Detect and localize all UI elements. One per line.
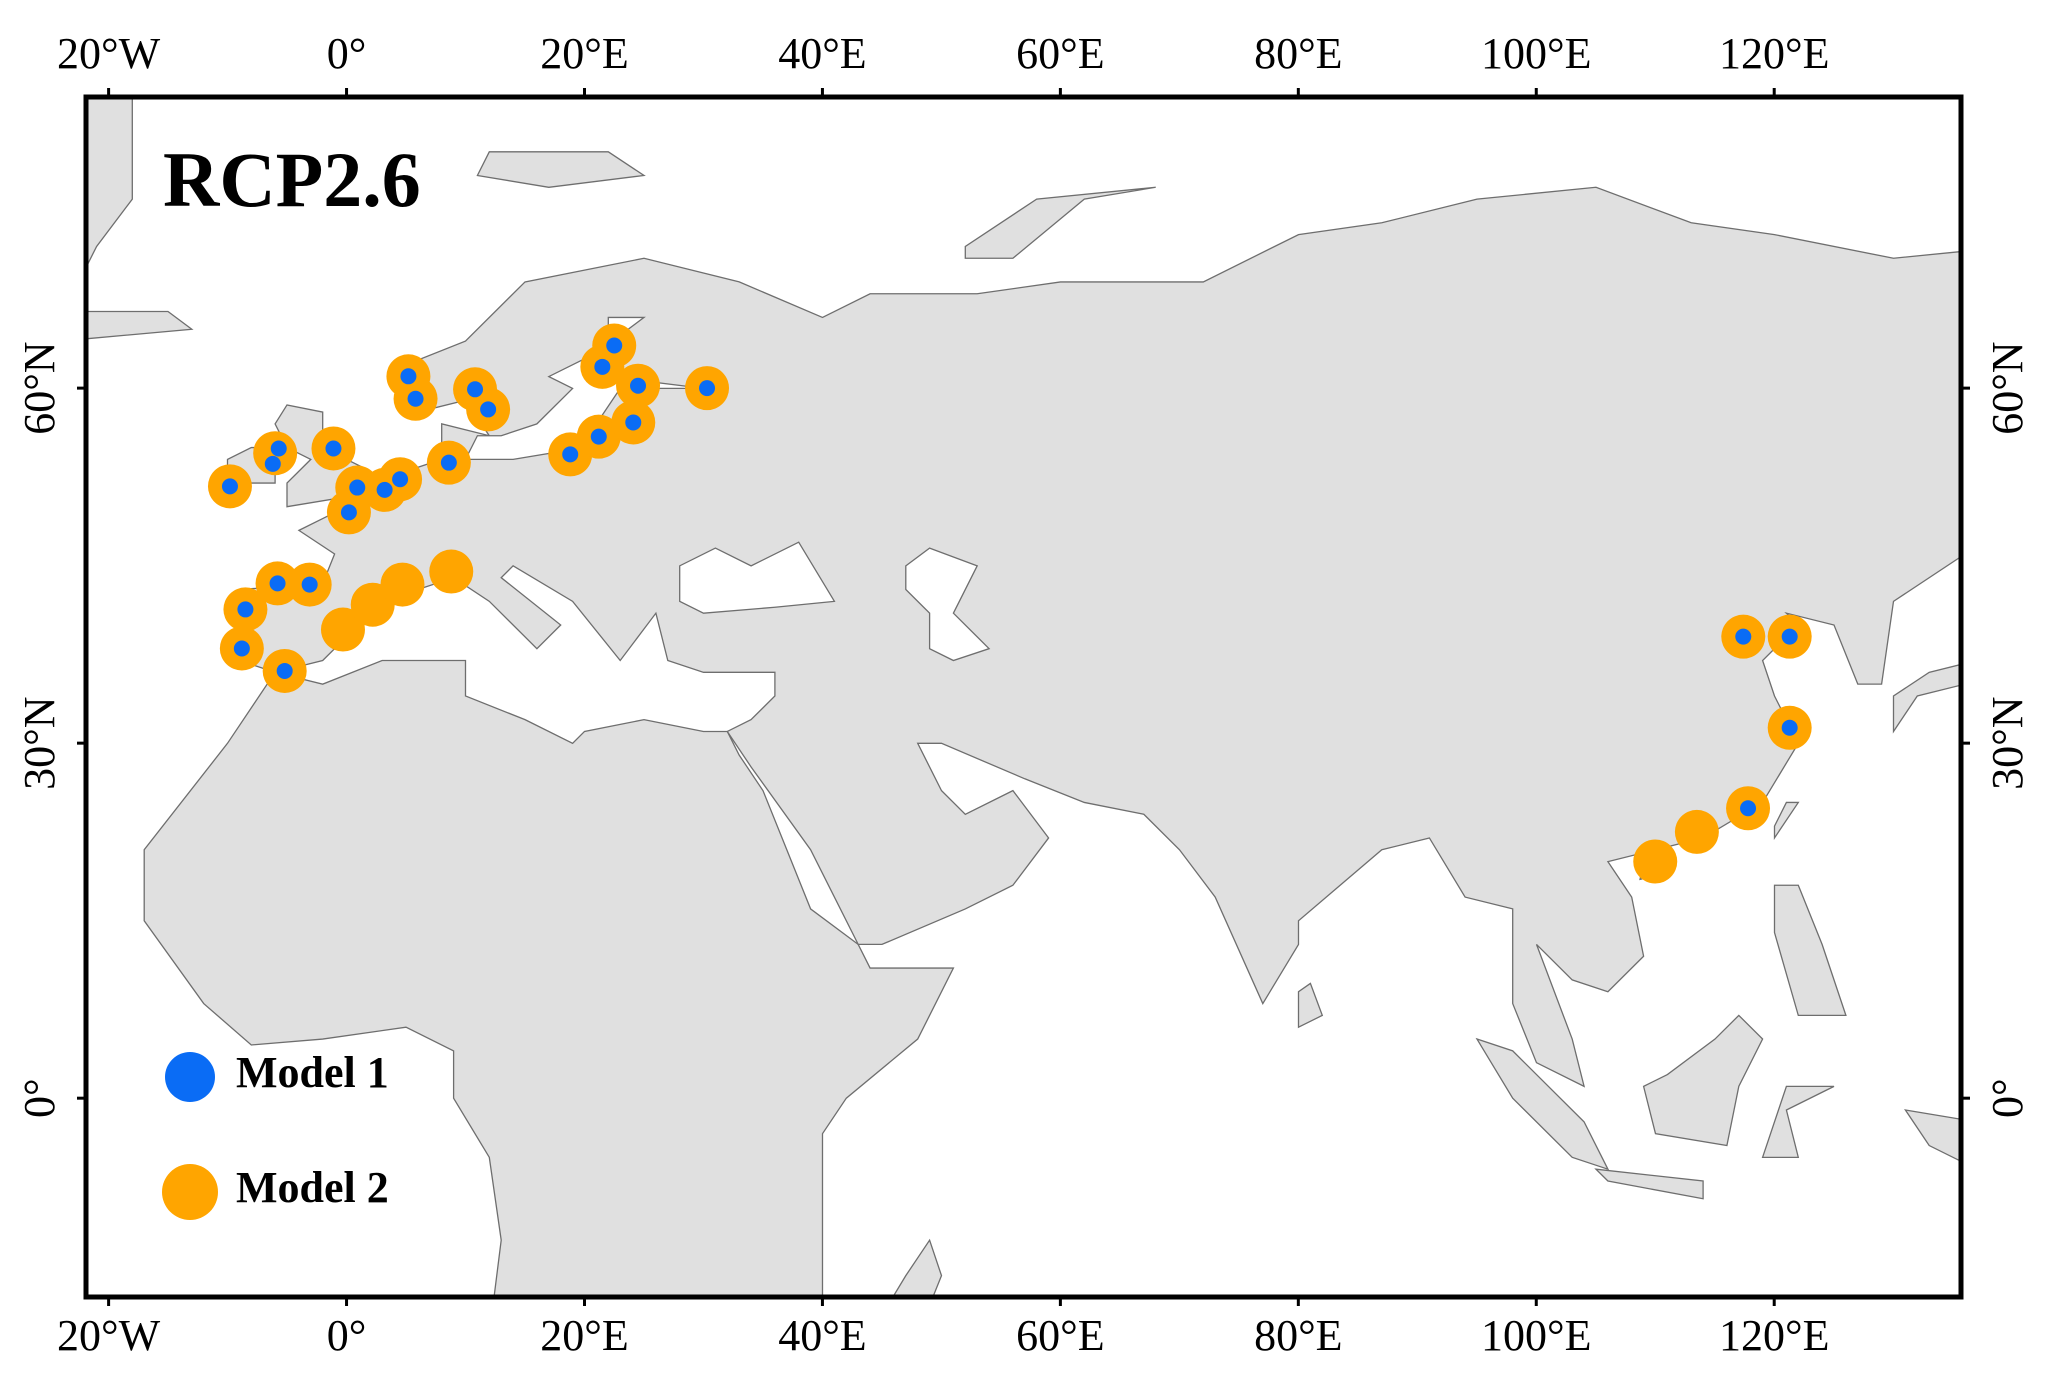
point bbox=[594, 358, 611, 375]
java bbox=[1596, 1169, 1703, 1199]
point bbox=[590, 428, 607, 445]
x-tick-label-top: 0° bbox=[327, 29, 367, 78]
svalbard bbox=[477, 152, 644, 187]
point bbox=[221, 478, 238, 495]
taiwan bbox=[1775, 802, 1799, 837]
point bbox=[376, 481, 393, 498]
x-tick-label-bottom: 0° bbox=[327, 1311, 367, 1360]
x-tick-label-top: 40°E bbox=[778, 29, 866, 78]
black-sea bbox=[680, 542, 835, 613]
point bbox=[320, 607, 365, 652]
point bbox=[270, 440, 287, 457]
point bbox=[264, 455, 281, 472]
new-guinea bbox=[1905, 1110, 1961, 1169]
point bbox=[325, 440, 342, 457]
x-tick-label-top: 120°E bbox=[1719, 29, 1829, 78]
x-tick-label-top: 80°E bbox=[1254, 29, 1342, 78]
point bbox=[699, 380, 716, 397]
y-tick-label-right: 30°N bbox=[1983, 696, 2032, 789]
legend-label: Model 1 bbox=[236, 1048, 389, 1097]
point bbox=[1781, 719, 1798, 736]
x-tick-label-bottom: 20°E bbox=[540, 1311, 628, 1360]
point bbox=[237, 601, 254, 618]
point bbox=[407, 390, 424, 407]
x-tick-label-bottom: 120°E bbox=[1719, 1311, 1829, 1360]
y-tick-label-right: 60°N bbox=[1983, 341, 2032, 434]
africa bbox=[144, 660, 953, 1297]
points bbox=[207, 323, 1812, 884]
point bbox=[1633, 839, 1678, 884]
point bbox=[340, 504, 357, 521]
point bbox=[1674, 809, 1719, 854]
legend: Model 1 Model 2 bbox=[162, 1048, 389, 1220]
philippines bbox=[1775, 885, 1846, 1015]
point bbox=[625, 414, 642, 431]
point bbox=[562, 446, 579, 463]
point bbox=[380, 562, 425, 607]
x-tick-label-top: 60°E bbox=[1016, 29, 1104, 78]
x-tick-label-bottom: 80°E bbox=[1254, 1311, 1342, 1360]
point bbox=[440, 454, 457, 471]
point bbox=[480, 401, 497, 418]
legend-label: Model 2 bbox=[236, 1163, 389, 1212]
x-tick-label-bottom: 100°E bbox=[1481, 1311, 1591, 1360]
x-tick-label-top: 20°W bbox=[57, 29, 161, 78]
point bbox=[233, 640, 250, 657]
point bbox=[400, 368, 417, 385]
sumatra bbox=[1477, 1039, 1608, 1169]
novaya-zemlya bbox=[965, 187, 1155, 258]
point bbox=[630, 377, 647, 394]
point bbox=[1781, 628, 1798, 645]
greenland bbox=[86, 97, 132, 270]
y-tick-label-left: 0° bbox=[15, 1078, 64, 1118]
map-frame bbox=[83, 94, 1964, 1300]
land bbox=[86, 97, 1961, 1297]
point bbox=[301, 576, 318, 593]
point bbox=[1740, 800, 1757, 817]
caspian-sea bbox=[906, 548, 989, 660]
sri-lanka bbox=[1299, 983, 1323, 1027]
point bbox=[392, 471, 409, 488]
borneo bbox=[1644, 1015, 1763, 1145]
iceland bbox=[86, 312, 192, 342]
point bbox=[349, 479, 366, 496]
legend-swatch bbox=[162, 1164, 218, 1220]
y-tick-label-right: 0° bbox=[1983, 1078, 2032, 1118]
x-tick-label-top: 20°E bbox=[540, 29, 628, 78]
point bbox=[276, 662, 293, 679]
point bbox=[606, 337, 623, 354]
y-tick-label-left: 60°N bbox=[15, 341, 64, 434]
madagascar bbox=[870, 1240, 941, 1297]
point bbox=[429, 549, 474, 594]
y-tick-label-left: 30°N bbox=[15, 696, 64, 789]
legend-swatch bbox=[165, 1052, 215, 1102]
map-title: RCP2.6 bbox=[163, 136, 421, 223]
basemap bbox=[86, 97, 1961, 1297]
x-tick-label-top: 100°E bbox=[1481, 29, 1591, 78]
x-tick-label-bottom: 40°E bbox=[778, 1311, 866, 1360]
point bbox=[1735, 628, 1752, 645]
x-tick-label-bottom: 20°W bbox=[57, 1311, 161, 1360]
x-tick-label-bottom: 60°E bbox=[1016, 1311, 1104, 1360]
point bbox=[467, 381, 484, 398]
japan bbox=[1894, 554, 1961, 731]
point bbox=[269, 575, 286, 592]
sulawesi bbox=[1763, 1086, 1834, 1157]
